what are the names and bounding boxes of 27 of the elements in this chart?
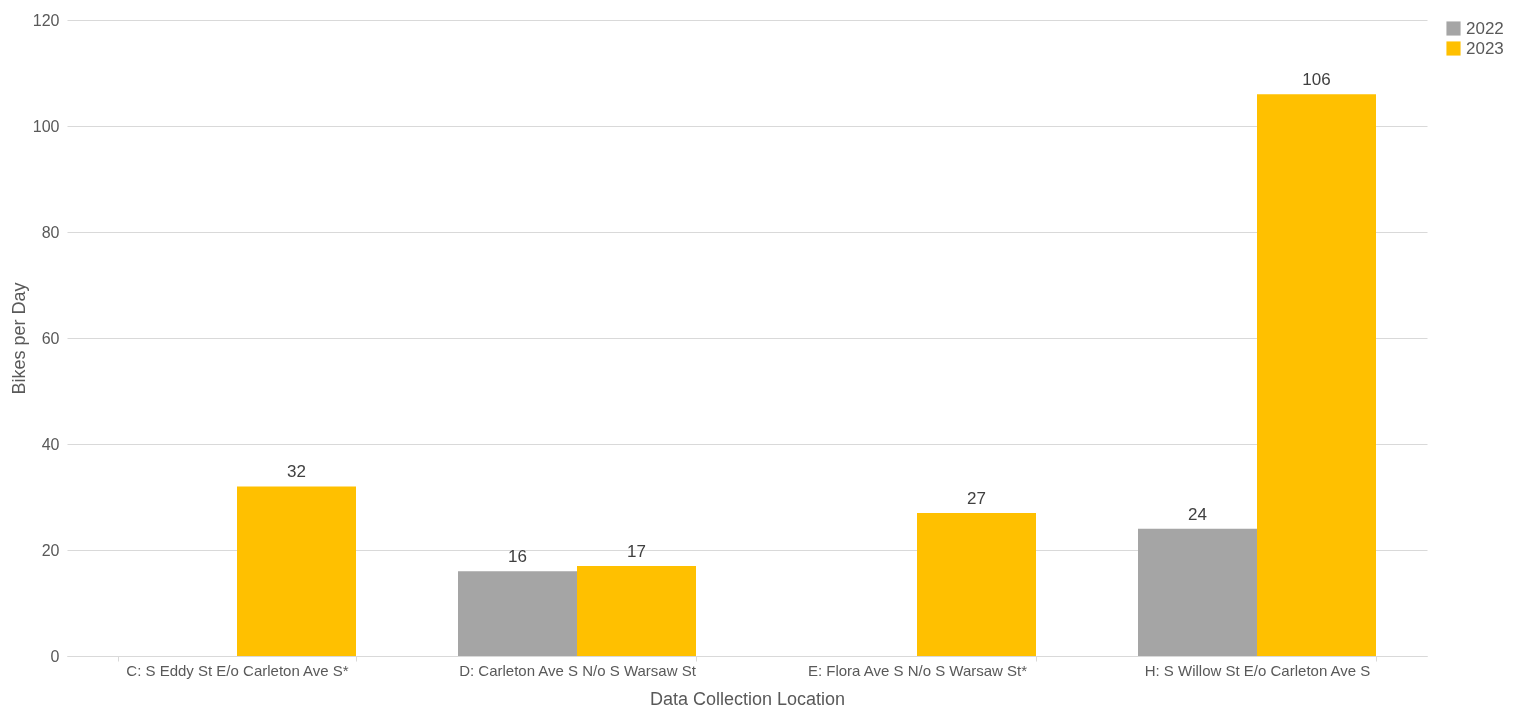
y-tick-label: 100 (32, 117, 60, 135)
bar (917, 512, 1036, 656)
legend-label: 2023 (1466, 38, 1504, 58)
data-label: 106 (1302, 70, 1331, 90)
bar (1257, 94, 1376, 656)
bar (577, 565, 696, 656)
y-tick-label: 40 (41, 435, 60, 453)
bar (237, 486, 356, 656)
y-axis-title: Bikes per Day (8, 282, 29, 395)
x-tick-label: C: S Eddy St E/o Carleton Ave S* (126, 661, 349, 679)
y-tick-label: 20 (41, 541, 60, 559)
x-tick-label: E: Flora Ave S N/o S Warsaw St* (807, 661, 1028, 679)
data-label: 27 (967, 488, 986, 508)
y-tick-label: 120 (32, 11, 60, 29)
bar (1138, 528, 1257, 656)
legend-label: 2022 (1466, 18, 1504, 38)
y-tick-label: 0 (50, 647, 60, 665)
y-tick-label: 60 (41, 329, 60, 347)
data-label: 17 (627, 541, 646, 561)
data-label: 16 (508, 547, 527, 567)
x-tick-label: H: S Willow St E/o Carleton Ave S (1144, 661, 1371, 679)
x-axis-title: Data Collection Location (649, 688, 846, 709)
data-label: 32 (287, 462, 306, 482)
bar (458, 571, 577, 656)
data-label: 24 (1188, 504, 1207, 524)
x-tick-label: D: Carleton Ave S N/o S Warsaw St (459, 661, 697, 679)
y-tick-label: 80 (41, 223, 60, 241)
